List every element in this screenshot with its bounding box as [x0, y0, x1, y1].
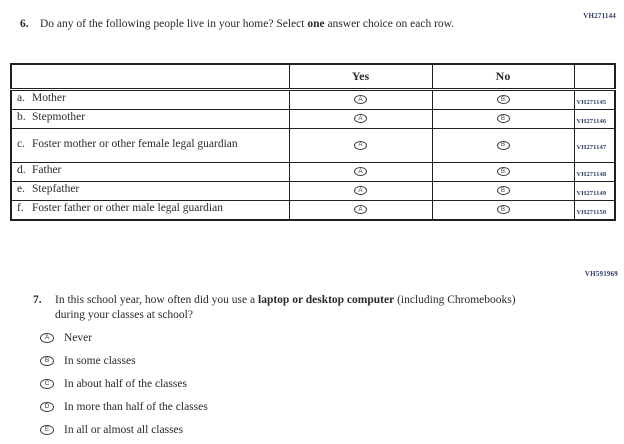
no-answer-bubble[interactable]: B — [496, 114, 510, 124]
row-letter: d. — [17, 164, 26, 177]
answer-option: B In some classes — [40, 354, 208, 368]
row-accession-code: VH271150 — [576, 208, 607, 216]
row-label-column-header — [10, 63, 290, 91]
answer-option-label: In more than half of the classes — [64, 401, 208, 413]
answer-option-label: Never — [64, 332, 93, 344]
row-letter: b. — [17, 111, 26, 124]
question6-accession-code: VH271144 — [583, 12, 616, 20]
answer-option-label: In some classes — [64, 355, 136, 367]
yes-answer-bubble[interactable]: A — [354, 114, 367, 124]
table-row-no-cell: B — [431, 199, 575, 220]
table-row: b. Stepmother A B VH271146 — [10, 108, 616, 129]
table-row-yes-cell: A — [288, 108, 433, 129]
row-accession-code: VH271145 — [576, 98, 607, 106]
yes-answer-bubble[interactable]: A — [354, 167, 367, 177]
no-answer-bubble[interactable]: B — [496, 167, 510, 177]
yes-answer-bubble[interactable]: A — [354, 186, 367, 196]
question7-number: 7. — [33, 294, 42, 306]
table-row-no-cell: B — [431, 161, 575, 182]
row-letter: f. — [17, 202, 24, 215]
table-row: c. Foster mother or other female legal g… — [10, 127, 616, 163]
question6-number: 6. — [20, 18, 29, 30]
answer-option: C In about half of the classes — [40, 377, 208, 391]
table-row-label-cell: e. Stepfather — [10, 180, 290, 201]
table-row-no-cell: B — [431, 127, 575, 163]
no-answer-bubble[interactable]: B — [496, 205, 510, 215]
yes-answer-bubble[interactable]: A — [354, 205, 367, 215]
question7-text-bold: laptop or desktop computer — [258, 294, 395, 306]
question6-text-start: Do any of the following people live in y… — [40, 18, 308, 30]
table-header-row: Yes No — [10, 63, 616, 91]
no-answer-bubble[interactable]: B — [496, 95, 510, 105]
table-row-no-cell: B — [431, 108, 575, 129]
row-accession-code: VH271148 — [576, 170, 607, 178]
question7-accession-code: VH591969 — [584, 270, 618, 278]
row-label: Foster mother or other female legal guar… — [32, 137, 238, 150]
answer-bubble[interactable]: E — [40, 425, 54, 435]
table-row: a. Mother A B VH271145 — [10, 88, 616, 110]
question7-options: A Never B In some classes C In about hal… — [40, 331, 208, 444]
yes-column-header: Yes — [288, 63, 433, 91]
table-row-code-cell: VH271150 — [573, 199, 616, 220]
table-row-no-cell: B — [431, 180, 575, 201]
question6-text: Do any of the following people live in y… — [40, 17, 454, 32]
question6: 6. Do any of the following people live i… — [20, 17, 565, 32]
question6-text-end: answer choice on each row. — [324, 18, 455, 30]
answer-bubble[interactable]: A — [40, 333, 54, 343]
row-accession-code: VH271146 — [576, 117, 607, 125]
table-row-code-cell: VH271149 — [573, 180, 616, 201]
row-letter: e. — [17, 183, 25, 196]
table-row-label-cell: b. Stepmother — [10, 108, 290, 129]
table-row-code-cell: VH271146 — [573, 108, 616, 129]
row-accession-code: VH271147 — [576, 144, 607, 151]
no-column-header: No — [431, 63, 575, 91]
no-answer-bubble[interactable]: B — [496, 140, 510, 150]
row-accession-code: VH271149 — [576, 189, 607, 197]
row-label: Foster father or other male legal guardi… — [32, 202, 223, 215]
yes-answer-bubble[interactable]: A — [354, 140, 367, 150]
table-row-yes-cell: A — [288, 161, 433, 182]
table-row-label-cell: a. Mother — [10, 88, 290, 110]
table-row: f. Foster father or other male legal gua… — [10, 199, 616, 220]
table-row-yes-cell: A — [288, 127, 433, 163]
question7-text-end: (including Chromebooks) during your clas… — [55, 294, 516, 321]
yes-answer-bubble[interactable]: A — [354, 95, 367, 105]
table-row-label-cell: d. Father — [10, 161, 290, 182]
row-label: Father — [32, 164, 62, 177]
answer-option: D In more than half of the classes — [40, 400, 208, 414]
table-row-label-cell: c. Foster mother or other female legal g… — [10, 127, 290, 163]
table-row-yes-cell: A — [288, 88, 433, 110]
code-column-header — [573, 63, 616, 91]
row-label: Stepfather — [32, 183, 80, 196]
table-row-code-cell: VH271147 — [573, 127, 616, 163]
answer-option-label: In all or almost all classes — [64, 424, 184, 436]
question7: 7. In this school year, how often did yo… — [33, 293, 533, 322]
question7-text-start: In this school year, how often did you u… — [55, 294, 258, 306]
no-answer-bubble[interactable]: B — [496, 186, 510, 196]
answer-bubble[interactable]: B — [40, 356, 54, 366]
row-label: Mother — [32, 92, 66, 105]
answer-option-label: In about half of the classes — [64, 378, 187, 390]
answer-bubble[interactable]: C — [40, 379, 54, 389]
table-row: e. Stepfather A B VH271149 — [10, 180, 616, 201]
row-letter: a. — [17, 92, 25, 105]
table-row-yes-cell: A — [288, 199, 433, 220]
row-letter: c. — [17, 137, 25, 150]
table-row-no-cell: B — [431, 88, 575, 110]
answer-option: A Never — [40, 331, 208, 345]
question6-answer-table: Yes No a. Mother A B VH271145 b. Stepmot… — [10, 63, 616, 221]
answer-option: E In all or almost all classes — [40, 423, 208, 437]
question6-text-bold: one — [307, 18, 325, 30]
table-row-code-cell: VH271148 — [573, 161, 616, 182]
row-label: Stepmother — [32, 111, 86, 124]
table-row: d. Father A B VH271148 — [10, 161, 616, 182]
table-row-label-cell: f. Foster father or other male legal gua… — [10, 199, 290, 220]
answer-bubble[interactable]: D — [40, 402, 54, 412]
table-row-code-cell: VH271145 — [573, 88, 616, 110]
question7-text: In this school year, how often did you u… — [55, 293, 523, 322]
table-row-yes-cell: A — [288, 180, 433, 201]
